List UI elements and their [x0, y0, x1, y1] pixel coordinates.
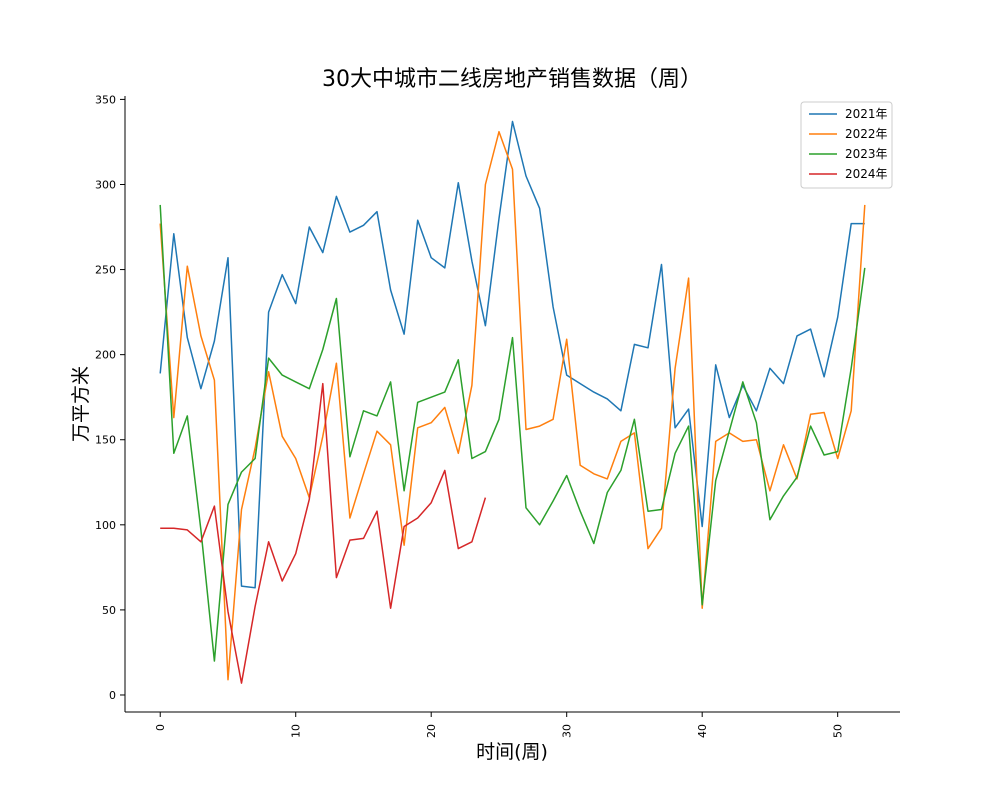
y-tick-label: 300: [95, 178, 116, 191]
x-tick-label: 40: [696, 724, 709, 738]
legend-frame: [800, 101, 893, 189]
y-tick-label: 200: [95, 349, 116, 362]
y-tick-label: 150: [95, 434, 116, 447]
legend-label: 2024年: [845, 167, 888, 181]
x-tick-label: 0: [154, 724, 167, 731]
y-axis-ticks: 0 50 100 150 200 250 300 350: [95, 93, 125, 702]
series-line: [159, 130, 866, 681]
y-axis-label: 万平方米: [70, 366, 92, 442]
x-tick-label: 20: [425, 724, 438, 738]
y-tick-label: 350: [95, 93, 116, 106]
series-line: [160, 382, 487, 684]
y-tick-label: 250: [95, 264, 116, 277]
x-tick-label: 30: [561, 724, 574, 738]
legend-label: 2023年: [845, 147, 888, 161]
y-tick-label: 100: [95, 519, 116, 532]
series-line: [159, 120, 865, 589]
legend: 2021年 2022年 2023年 2024年: [800, 101, 893, 189]
chart-title: 30大中城市二线房地产销售数据（周）: [322, 67, 702, 92]
series-lines: [159, 120, 866, 684]
x-tick-label: 10: [290, 724, 303, 738]
x-axis-label: 时间(周): [476, 741, 548, 763]
legend-label: 2022年: [845, 127, 888, 141]
x-axis-ticks: 0 10 20 30 40 50: [154, 712, 845, 738]
y-tick-label: 50: [102, 604, 116, 617]
series-line: [159, 204, 866, 662]
y-tick-label: 0: [109, 689, 116, 702]
legend-label: 2021年: [845, 107, 888, 121]
x-tick-label: 50: [832, 724, 845, 738]
